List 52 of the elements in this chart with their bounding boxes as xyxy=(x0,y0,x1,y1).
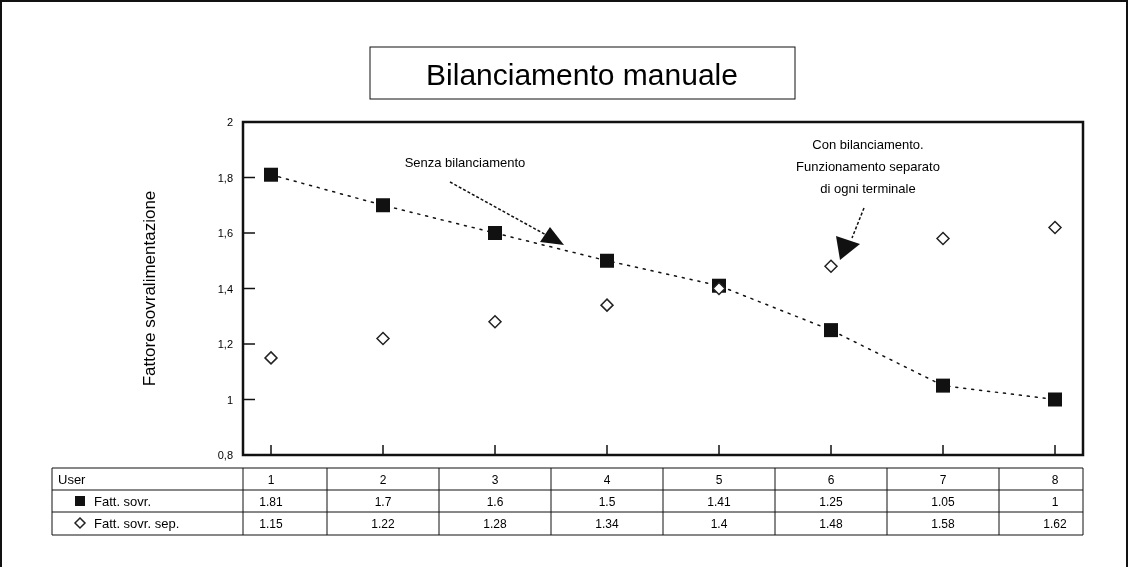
data-label: 1.81 xyxy=(259,495,283,509)
data-label: 1.62 xyxy=(1043,517,1067,531)
legend-label: Fatt. sovr. sep. xyxy=(94,516,180,531)
text: User xyxy=(58,472,87,487)
legend-label: Fatt. sovr. xyxy=(94,494,152,509)
chart-title: Bilanciamento manuale xyxy=(426,58,738,91)
x-tick-label: 5 xyxy=(715,473,723,487)
data-label: 1.7 xyxy=(374,495,392,509)
y-tick-label: 0,8 xyxy=(217,449,233,461)
data-label: 1 xyxy=(1051,495,1059,509)
x-tick-label: 3 xyxy=(491,473,499,487)
y-axis-title: Fattore sovralimentazione xyxy=(140,190,159,387)
point xyxy=(488,226,502,240)
x-tick-label: 2 xyxy=(379,473,387,487)
data-label: 1.5 xyxy=(598,495,616,509)
data-label: 1.15 xyxy=(259,517,283,531)
point xyxy=(1048,220,1062,235)
data-label: 1.6 xyxy=(486,495,504,509)
x-tick-label: 8 xyxy=(1051,473,1059,487)
point xyxy=(936,378,950,393)
point xyxy=(264,167,278,182)
data-label: 1.22 xyxy=(371,517,395,531)
point xyxy=(264,351,278,365)
x-tick-label: 4 xyxy=(603,473,611,487)
point xyxy=(600,253,614,268)
annotation: Con bilanciamento. Funzionamento separato di ogni terminale xyxy=(796,137,940,196)
point xyxy=(824,259,838,274)
y-tick-label: 1,4 xyxy=(217,282,233,295)
y-tick-label: 1,6 xyxy=(217,227,233,239)
point xyxy=(1048,392,1062,407)
x-tick-label: 6 xyxy=(827,473,835,487)
point xyxy=(376,331,390,346)
y-tick-label: 2 xyxy=(226,116,233,128)
data-label: 1.34 xyxy=(595,517,619,531)
y-tick-label: 1 xyxy=(226,393,233,406)
point xyxy=(600,298,614,312)
data-label: 1.58 xyxy=(931,517,955,531)
data-label: 1.41 xyxy=(707,495,731,509)
data-label: 1.05 xyxy=(931,495,955,509)
data-label: 1.25 xyxy=(819,495,843,509)
data-label: 1.28 xyxy=(483,517,507,531)
point xyxy=(824,323,838,338)
x-tick-label: 7 xyxy=(939,473,947,487)
data-label: 1.4 xyxy=(710,517,728,531)
x-tick-label: 1 xyxy=(267,473,275,487)
y-tick-label: 1,8 xyxy=(217,171,233,184)
point xyxy=(936,231,950,246)
point xyxy=(376,198,390,213)
annotation: Senza bilanciamento xyxy=(404,155,526,170)
data-label: 1.48 xyxy=(819,517,843,531)
y-tick-label: 1,2 xyxy=(217,338,233,350)
point xyxy=(488,315,502,329)
